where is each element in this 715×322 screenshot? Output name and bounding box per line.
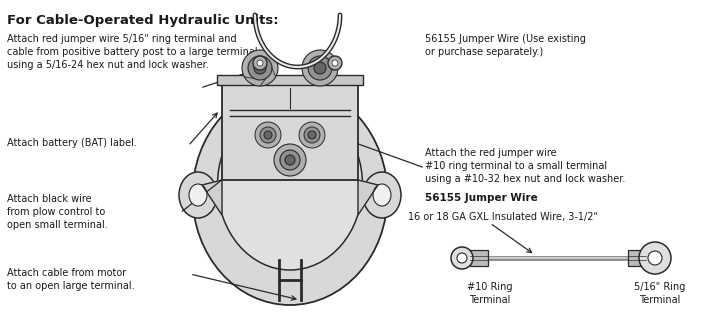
Text: 16 or 18 GA GXL Insulated Wire, 3-1/2": 16 or 18 GA GXL Insulated Wire, 3-1/2"	[408, 212, 598, 222]
Circle shape	[280, 150, 300, 170]
Ellipse shape	[179, 172, 217, 218]
Text: Attach the red jumper wire
#10 ring terminal to a small terminal
using a #10-32 : Attach the red jumper wire #10 ring term…	[425, 148, 626, 185]
Circle shape	[328, 56, 342, 70]
Text: 56155 Jumper Wire: 56155 Jumper Wire	[425, 193, 538, 203]
Circle shape	[299, 122, 325, 148]
Circle shape	[302, 50, 338, 86]
Ellipse shape	[192, 85, 388, 305]
Circle shape	[242, 50, 278, 86]
Circle shape	[648, 251, 662, 265]
Circle shape	[457, 253, 467, 263]
Ellipse shape	[189, 184, 207, 206]
Text: 56155 Jumper Wire (Use existing
or purchase separately.): 56155 Jumper Wire (Use existing or purch…	[425, 34, 586, 57]
Bar	[470, 250, 488, 266]
Circle shape	[314, 62, 326, 74]
Circle shape	[308, 56, 332, 80]
Text: Attach black wire
from plow control to
open small terminal.: Attach black wire from plow control to o…	[7, 194, 108, 231]
Ellipse shape	[373, 184, 391, 206]
Circle shape	[254, 62, 266, 74]
Text: Attach cable from motor
to an open large terminal.: Attach cable from motor to an open large…	[7, 268, 134, 291]
Circle shape	[304, 127, 320, 143]
Circle shape	[255, 122, 281, 148]
Circle shape	[639, 242, 671, 274]
Ellipse shape	[217, 100, 363, 270]
Circle shape	[274, 144, 306, 176]
Polygon shape	[358, 180, 378, 215]
Bar	[217, 75, 363, 85]
Circle shape	[451, 247, 473, 269]
Text: Attach battery (BAT) label.: Attach battery (BAT) label.	[7, 138, 137, 148]
Circle shape	[257, 60, 263, 66]
Text: Attach red jumper wire 5/16" ring terminal and
cable from positive battery post : Attach red jumper wire 5/16" ring termin…	[7, 34, 257, 71]
Circle shape	[248, 56, 272, 80]
Polygon shape	[202, 180, 222, 215]
Ellipse shape	[363, 172, 401, 218]
Text: 5/16" Ring
Terminal: 5/16" Ring Terminal	[634, 282, 686, 305]
Bar	[222, 80, 358, 180]
Text: For Cable-Operated Hydraulic Units:: For Cable-Operated Hydraulic Units:	[7, 14, 279, 27]
Circle shape	[332, 60, 338, 66]
Circle shape	[285, 155, 295, 165]
Circle shape	[253, 56, 267, 70]
Bar	[628, 250, 646, 266]
Text: #10 Ring
Terminal: #10 Ring Terminal	[467, 282, 513, 305]
Circle shape	[260, 127, 276, 143]
Circle shape	[308, 131, 316, 139]
Circle shape	[264, 131, 272, 139]
